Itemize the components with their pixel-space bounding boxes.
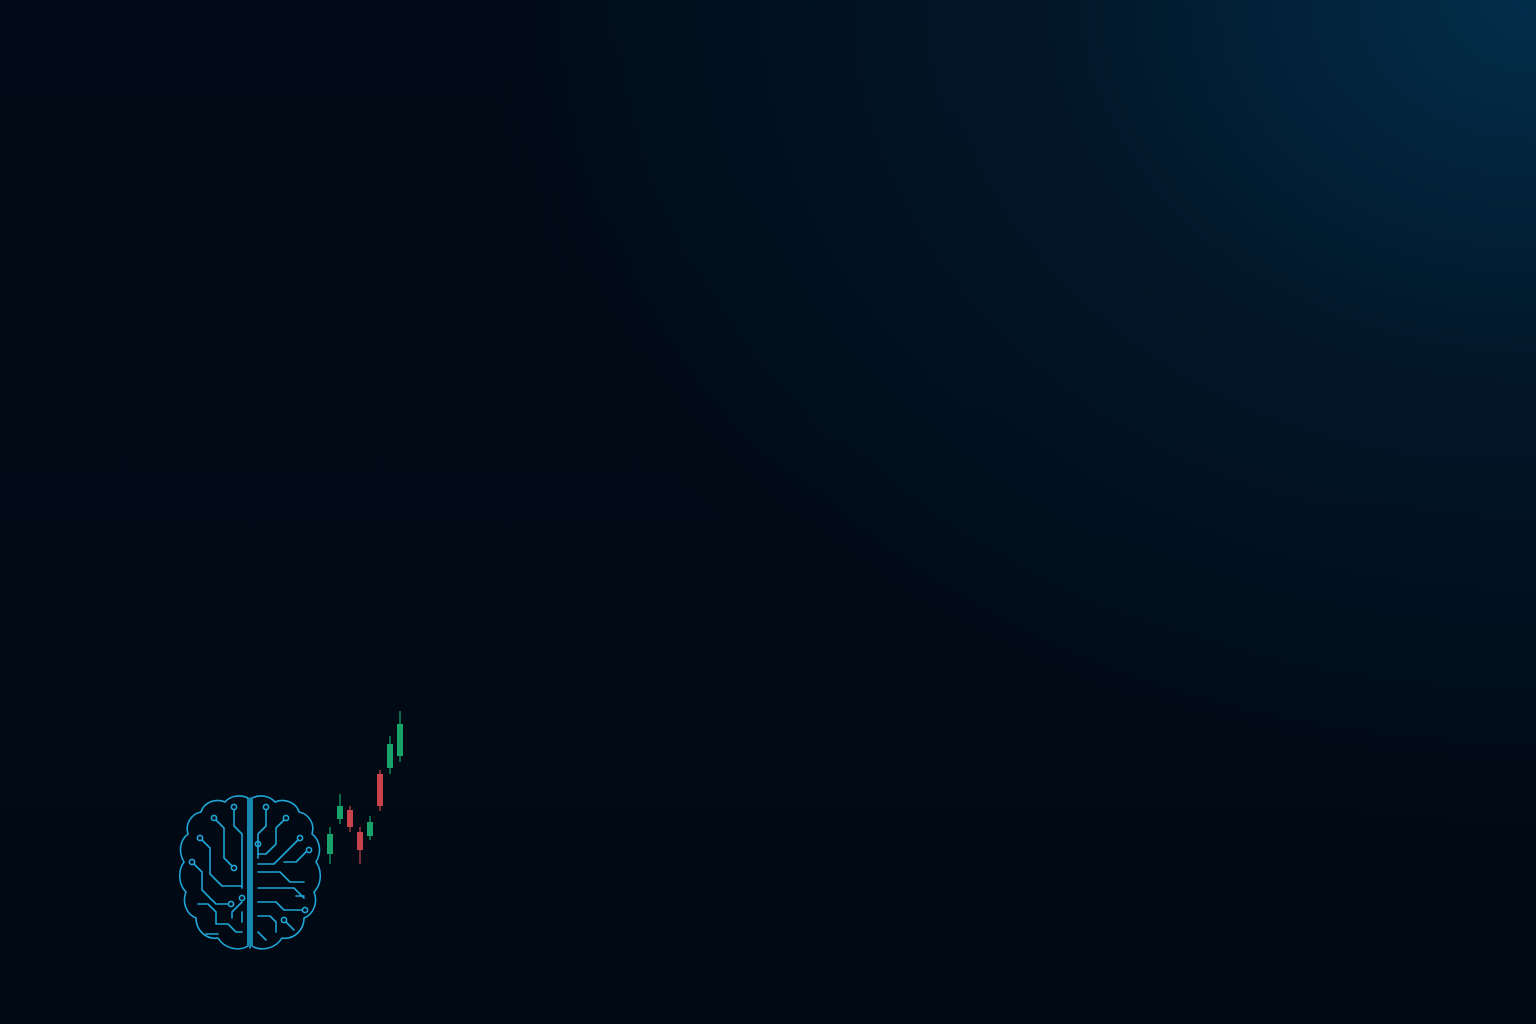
candle-body xyxy=(367,822,373,836)
candle-up xyxy=(337,794,343,824)
candle-body xyxy=(377,774,383,806)
candle-body xyxy=(327,834,333,854)
candle-down xyxy=(357,827,363,864)
candle-up xyxy=(397,711,403,762)
candle-body xyxy=(357,832,363,850)
candlestick-chart xyxy=(320,704,410,874)
candle-body xyxy=(387,744,393,768)
candle-body xyxy=(337,806,343,819)
candle-up xyxy=(327,827,333,864)
candle-body xyxy=(397,724,403,756)
candle-down xyxy=(347,806,353,832)
candle-body xyxy=(347,810,353,827)
candle-up xyxy=(367,816,373,840)
candle-up xyxy=(387,736,393,774)
circuit-brain-icon xyxy=(176,792,324,960)
candle-down xyxy=(377,770,383,811)
